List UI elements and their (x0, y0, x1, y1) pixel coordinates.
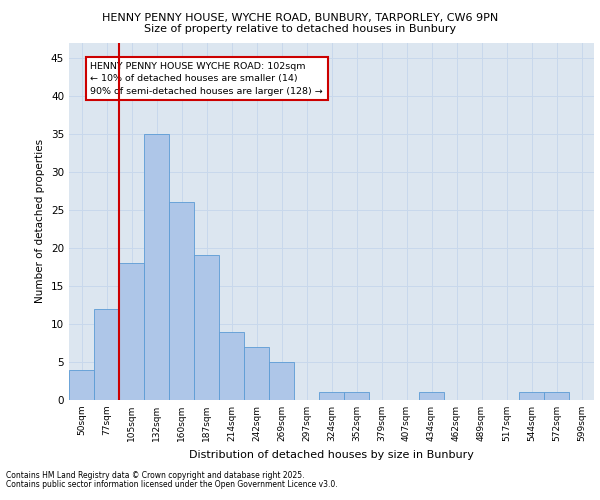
Text: Size of property relative to detached houses in Bunbury: Size of property relative to detached ho… (144, 24, 456, 34)
Bar (69, 370, 94, 400)
Bar (519, 392, 544, 400)
Bar (219, 332, 244, 400)
Bar (319, 392, 344, 400)
Bar (169, 202, 194, 400)
Text: HENNY PENNY HOUSE, WYCHE ROAD, BUNBURY, TARPORLEY, CW6 9PN: HENNY PENNY HOUSE, WYCHE ROAD, BUNBURY, … (102, 12, 498, 22)
Bar (419, 392, 444, 400)
Text: Contains HM Land Registry data © Crown copyright and database right 2025.: Contains HM Land Registry data © Crown c… (6, 471, 305, 480)
Bar (144, 134, 169, 400)
Bar (544, 392, 569, 400)
Bar (94, 308, 119, 400)
Bar (269, 362, 294, 400)
Text: HENNY PENNY HOUSE WYCHE ROAD: 102sqm
← 10% of detached houses are smaller (14)
9: HENNY PENNY HOUSE WYCHE ROAD: 102sqm ← 1… (90, 62, 323, 96)
X-axis label: Distribution of detached houses by size in Bunbury: Distribution of detached houses by size … (189, 450, 474, 460)
Bar (194, 256, 219, 400)
Bar (119, 263, 144, 400)
Text: Contains public sector information licensed under the Open Government Licence v3: Contains public sector information licen… (6, 480, 338, 489)
Y-axis label: Number of detached properties: Number of detached properties (35, 139, 46, 304)
Bar (344, 392, 369, 400)
Bar (244, 347, 269, 400)
